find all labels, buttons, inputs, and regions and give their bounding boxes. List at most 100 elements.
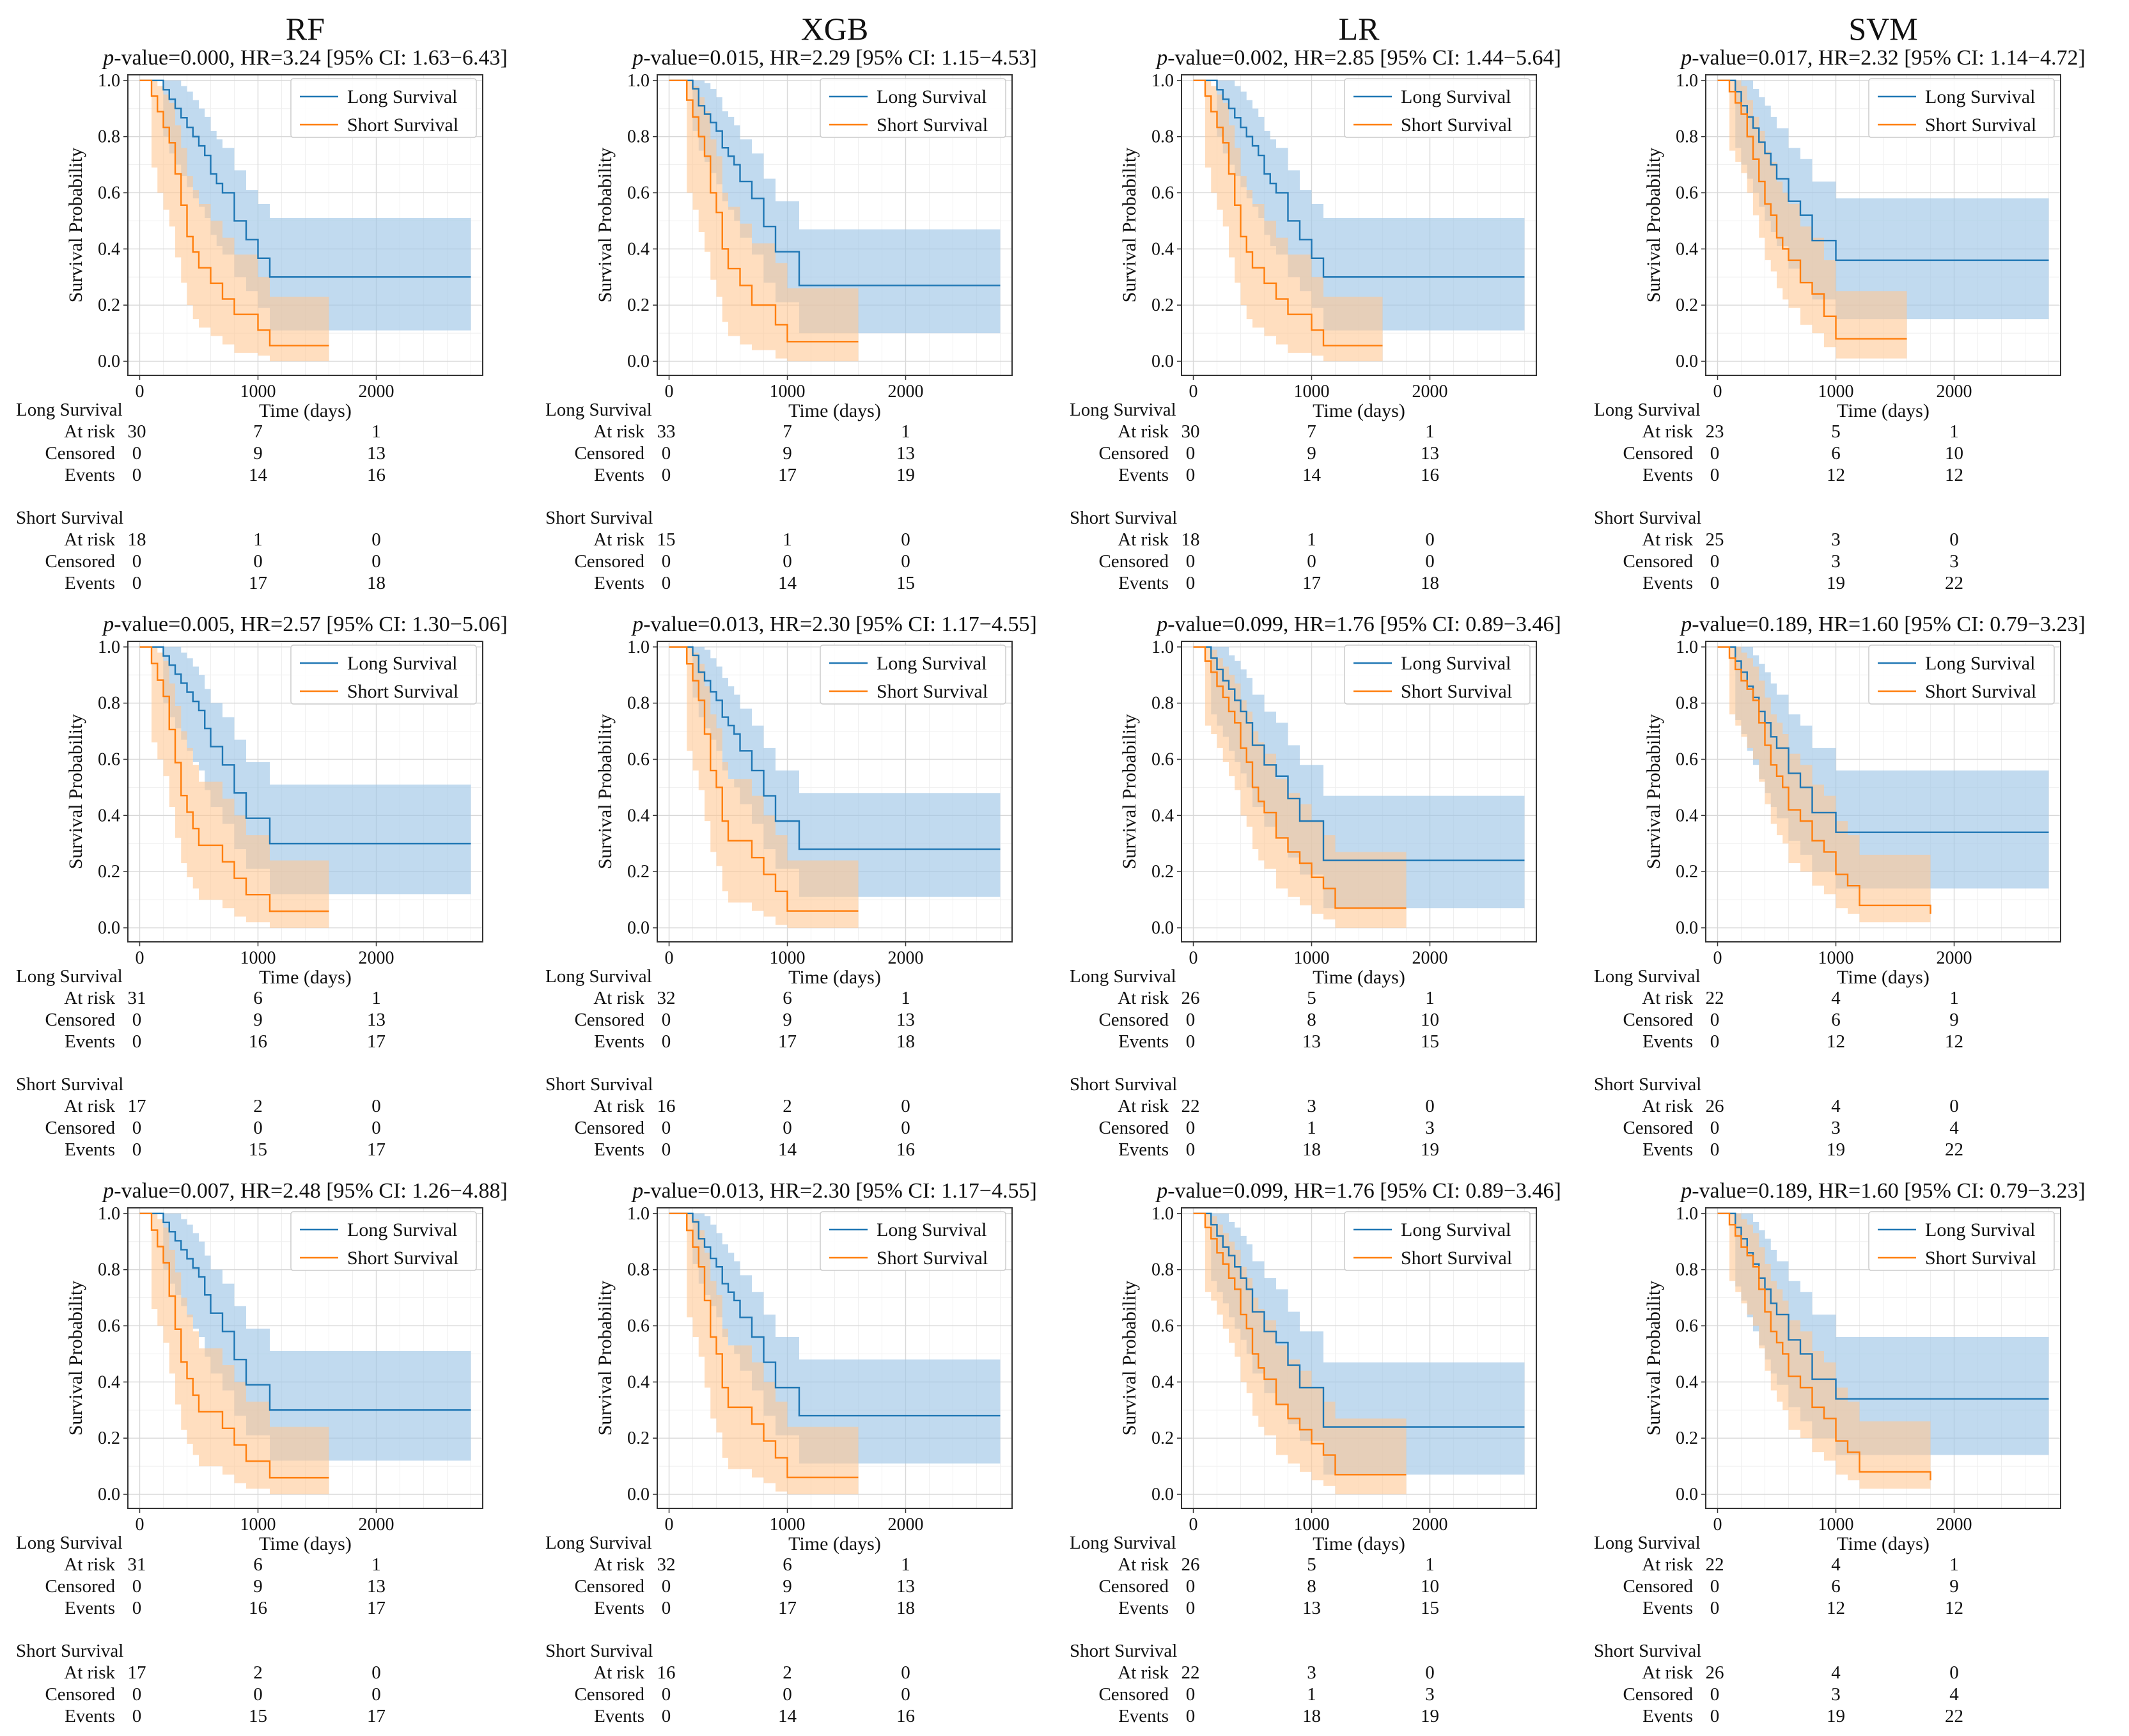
- table-cell-short-censored: 0: [253, 1684, 263, 1705]
- table-group-title-long: Long Survival: [16, 1533, 123, 1553]
- table-cell-short-events: 15: [249, 1706, 267, 1726]
- table-cell-long-at_risk: 4: [1831, 1554, 1841, 1575]
- table-cell-short-events: 19: [1421, 1139, 1439, 1160]
- x-tick-label: 0: [665, 948, 674, 968]
- ci-band-short-survival: [1193, 80, 1383, 362]
- legend-box: [1868, 78, 2055, 138]
- ci-band-short-survival: [139, 1213, 329, 1495]
- table-cell-short-events: 22: [1945, 1706, 1963, 1726]
- table-row-label-censored: Censored: [45, 443, 115, 464]
- title-stats: -value=0.099, HR=1.76 [95% CI: 0.89−3.46…: [1167, 1179, 1561, 1203]
- table-cell-long-events: 0: [1186, 1031, 1196, 1052]
- table-cell-short-events: 17: [367, 1139, 386, 1160]
- table-cell-long-events: 0: [662, 1598, 671, 1618]
- survival-curve-long: [139, 646, 471, 845]
- panel-title: p-value=0.099, HR=1.76 [95% CI: 0.89−3.4…: [1155, 613, 1561, 636]
- table-cell-short-events: 0: [1710, 1706, 1720, 1726]
- table-cell-short-events: 15: [896, 573, 915, 593]
- table-cell-long-at_risk: 30: [1181, 421, 1200, 442]
- table-row-label-events: Events: [594, 465, 644, 485]
- legend-label-short: Short Survival: [877, 114, 988, 136]
- table-cell-long-at_risk: 31: [128, 1554, 146, 1575]
- y-tick-label: 0.4: [1676, 806, 1698, 825]
- y-tick-label: 0.6: [1676, 183, 1698, 203]
- table-group-title-short: Short Survival: [545, 508, 653, 528]
- table-cell-long-at_risk: 6: [783, 988, 792, 1008]
- table-cell-long-events: 0: [1710, 465, 1720, 485]
- y-tick-label: 0.0: [98, 1485, 120, 1505]
- table-cell-long-censored: 13: [896, 443, 915, 464]
- y-tick-label: 0.6: [1151, 183, 1174, 203]
- table-cell-long-events: 12: [1945, 1031, 1963, 1052]
- table-cell-long-censored: 13: [367, 1010, 386, 1030]
- table-cell-long-events: 13: [1302, 1031, 1321, 1052]
- x-tick-label: 1000: [770, 382, 806, 402]
- axes-frame: [1705, 74, 2061, 376]
- x-tick-label: 2000: [1937, 1515, 1972, 1535]
- table-cell-short-events: 22: [1945, 1139, 1963, 1160]
- x-tick-label: 2000: [1937, 382, 1972, 402]
- y-axis-label: Survival Probability: [595, 148, 616, 303]
- table-row-label-events: Events: [1642, 1706, 1693, 1726]
- title-stats: -value=0.007, HR=2.48 [95% CI: 1.26−4.88…: [114, 1179, 508, 1203]
- title-p-italic: p: [1155, 613, 1167, 636]
- table-row-label-censored: Censored: [45, 1684, 115, 1705]
- table-cell-short-at_risk: 0: [371, 529, 381, 550]
- table-cell-short-events: 16: [896, 1139, 915, 1160]
- table-row-label-censored: Censored: [574, 443, 644, 464]
- table-cell-short-at_risk: 0: [901, 529, 910, 550]
- panel-title: p-value=0.005, HR=2.57 [95% CI: 1.30−5.0…: [102, 613, 508, 636]
- table-cell-long-at_risk: 22: [1706, 988, 1724, 1008]
- table-cell-long-at_risk: 7: [1307, 421, 1316, 442]
- table-cell-long-censored: 0: [662, 443, 671, 464]
- title-p-italic: p: [1680, 46, 1692, 70]
- y-tick-label: 0.0: [627, 352, 650, 371]
- y-tick-label: 0.8: [627, 694, 650, 714]
- axes-frame: [1181, 74, 1537, 376]
- table-cell-long-events: 16: [249, 1031, 267, 1052]
- legend-label-long: Long Survival: [877, 653, 987, 674]
- table-cell-long-at_risk: 1: [1949, 988, 1959, 1008]
- table-cell-long-at_risk: 1: [1949, 1554, 1959, 1575]
- table-cell-short-at_risk: 22: [1181, 1662, 1200, 1683]
- table-row-label-at_risk: At risk: [64, 1662, 115, 1683]
- survival-curve-long: [669, 646, 1001, 850]
- legend-label-short: Short Survival: [1401, 1247, 1512, 1269]
- panel-title: p-value=0.099, HR=1.76 [95% CI: 0.89−3.4…: [1155, 1179, 1561, 1203]
- y-tick-label: 0.8: [627, 127, 650, 147]
- y-tick-label: 1.0: [1151, 71, 1174, 91]
- table-cell-long-censored: 8: [1307, 1010, 1316, 1030]
- ci-band-long-survival: [669, 646, 1001, 897]
- title-stats: -value=0.005, HR=2.57 [95% CI: 1.30−5.06…: [114, 613, 508, 636]
- legend-label-long: Long Survival: [1401, 653, 1511, 674]
- y-tick-label: 1.0: [627, 637, 650, 657]
- panel-title: p-value=0.007, HR=2.48 [95% CI: 1.26−4.8…: [102, 1179, 508, 1203]
- table-cell-long-at_risk: 6: [783, 1554, 792, 1575]
- table-cell-short-censored: 3: [1831, 1118, 1841, 1138]
- legend-label-long: Long Survival: [347, 1219, 458, 1240]
- table-row-label-censored: Censored: [1623, 1684, 1693, 1705]
- legend-label-long: Long Survival: [347, 86, 458, 107]
- table-row-label-events: Events: [594, 1598, 644, 1618]
- table-group-title-long: Long Survival: [545, 1533, 652, 1553]
- table-cell-short-censored: 1: [1307, 1118, 1316, 1138]
- table-cell-short-censored: 0: [1186, 551, 1196, 572]
- panel-title: p-value=0.189, HR=1.60 [95% CI: 0.79−3.2…: [1680, 1179, 2086, 1203]
- y-tick-label: 0.2: [98, 295, 120, 315]
- ci-band-long-survival: [1193, 1213, 1525, 1475]
- table-cell-long-events: 12: [1945, 1598, 1963, 1618]
- table-cell-long-at_risk: 22: [1706, 1554, 1724, 1575]
- table-cell-short-events: 17: [249, 573, 267, 593]
- table-cell-long-censored: 13: [896, 1576, 915, 1597]
- y-tick-label: 0.8: [98, 1260, 120, 1280]
- table-cell-short-censored: 4: [1949, 1684, 1959, 1705]
- panel-title: p-value=0.189, HR=1.60 [95% CI: 0.79−3.2…: [1680, 613, 2086, 636]
- km-panel-r2-c3: p-value=0.189, HR=1.60 [95% CI: 0.79−3.2…: [1594, 1179, 2086, 1726]
- x-axis-label: Time (days): [788, 967, 881, 988]
- y-tick-label: 0.6: [1676, 1316, 1698, 1336]
- table-row-label-at_risk: At risk: [64, 421, 115, 442]
- x-tick-label: 2000: [359, 382, 394, 402]
- y-axis-label: Survival Probability: [595, 1281, 616, 1436]
- table-cell-long-at_risk: 6: [253, 988, 263, 1008]
